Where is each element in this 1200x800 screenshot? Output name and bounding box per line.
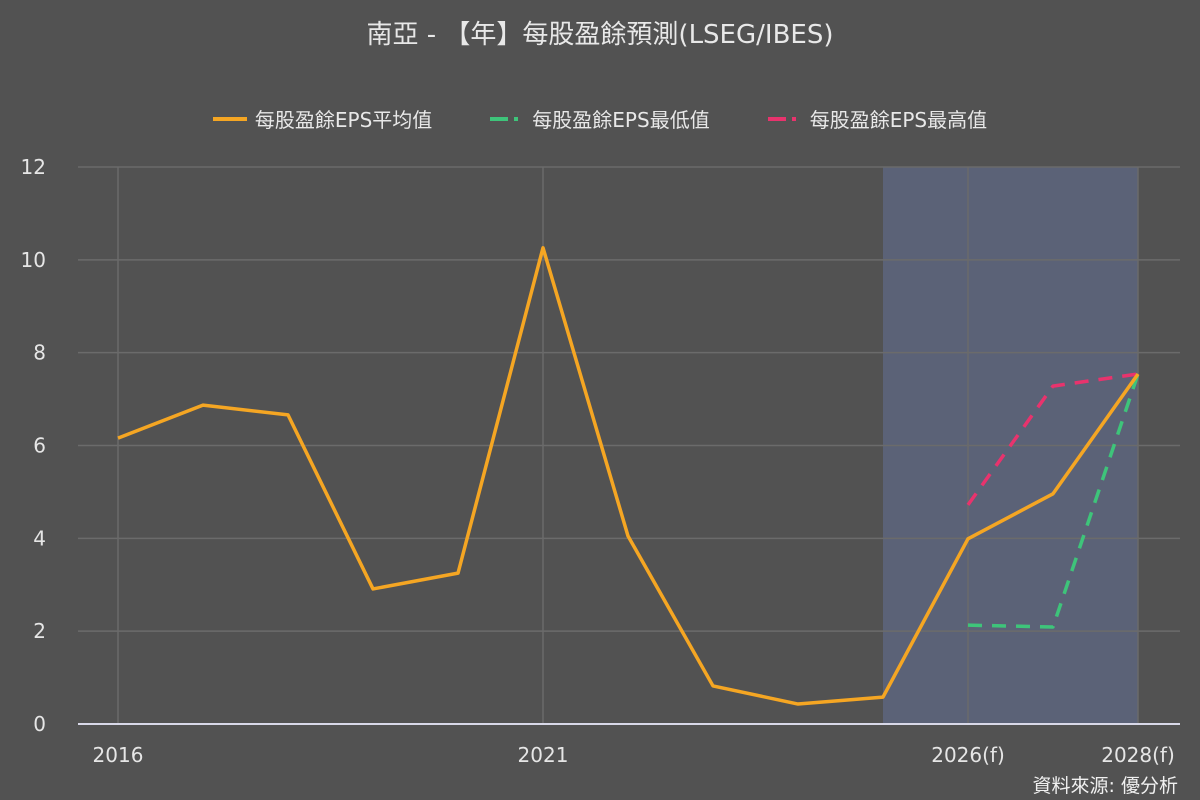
chart-title: 南亞 - 【年】每股盈餘預測(LSEG/IBES) [366,20,834,50]
legend-label-high: 每股盈餘EPS最高值 [809,108,988,132]
legend-item-high[interactable]: 每股盈餘EPS最高值 [767,104,988,133]
y-tick-label: 8 [33,341,46,365]
legend-swatch-high [767,116,802,121]
legend-item-avg[interactable]: 每股盈餘EPS平均值 [212,104,433,133]
series-eps-avg [117,246,1140,706]
x-tick-label: 2021 [518,743,569,767]
legend-swatch-avg [212,116,247,121]
source-note: 資料來源: 優分析 [1032,775,1178,797]
legend-swatch-low [490,116,525,121]
y-axis: 0 2 4 6 8 10 12 [21,155,46,736]
legend: 每股盈餘EPS平均值 每股盈餘EPS最低值 每股盈餘EPS最高值 [0,104,1200,133]
legend-label-low: 每股盈餘EPS最低值 [532,108,710,132]
x-tick-label: 2026(f) [931,743,1005,767]
y-tick-label: 12 [21,155,46,179]
y-tick-label: 2 [33,619,46,643]
legend-label-avg: 每股盈餘EPS平均值 [254,108,433,132]
y-tick-label: 0 [33,712,46,736]
series-eps-high [966,372,1139,506]
legend-item-low[interactable]: 每股盈餘EPS最低值 [490,104,710,133]
series-eps-low [967,373,1140,629]
y-tick-label: 10 [21,248,46,272]
x-axis: 2016 2021 2026(f) 2028(f) [78,723,1180,767]
series-lines [117,246,1140,706]
x-tick-label: 2016 [93,743,144,767]
y-tick-label: 6 [33,434,46,458]
x-tick-label: 2028(f) [1101,743,1175,767]
y-tick-label: 4 [33,526,46,550]
